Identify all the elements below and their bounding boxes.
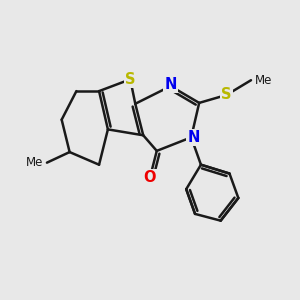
Text: N: N xyxy=(164,77,177,92)
Text: N: N xyxy=(188,130,200,145)
Text: S: S xyxy=(125,72,136,87)
Text: Me: Me xyxy=(254,74,272,87)
Text: O: O xyxy=(144,170,156,185)
Text: Me: Me xyxy=(26,156,44,169)
Text: S: S xyxy=(221,87,232,102)
